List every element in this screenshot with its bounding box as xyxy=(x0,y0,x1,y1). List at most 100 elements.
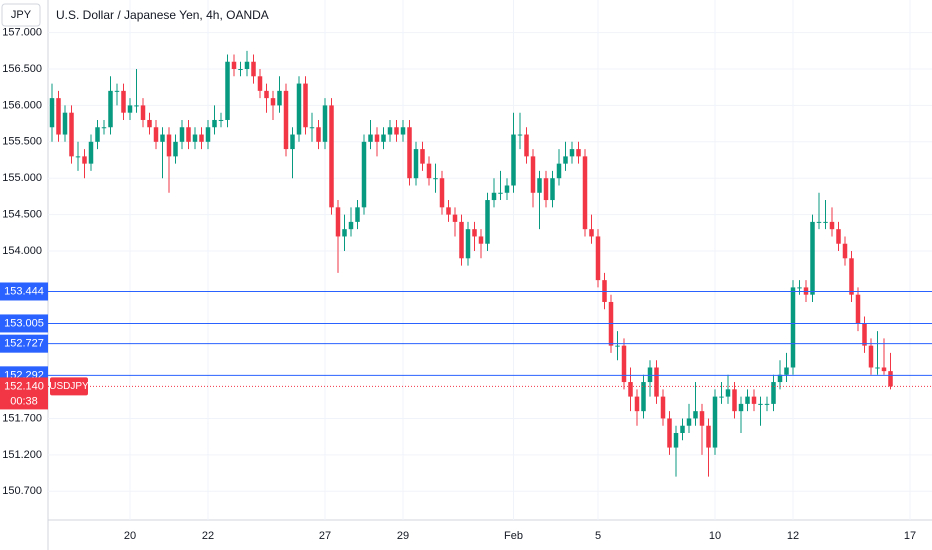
candle-body xyxy=(387,127,393,135)
candle-body xyxy=(114,90,120,92)
candle-body xyxy=(888,371,893,387)
candle-body xyxy=(725,389,731,397)
candle-body xyxy=(205,127,211,142)
x-tick-label: Feb xyxy=(504,530,523,542)
x-tick-label: 10 xyxy=(709,530,721,542)
chart-title: U.S. Dollar / Japanese Yen, 4h, OANDA xyxy=(56,8,269,22)
candle-body xyxy=(407,127,412,179)
candle-body xyxy=(225,61,230,120)
candle-body xyxy=(283,90,289,150)
candle-body xyxy=(537,178,542,193)
candle-body xyxy=(459,221,464,259)
candle-body xyxy=(472,229,477,237)
candle-body xyxy=(485,200,490,244)
candle-body xyxy=(446,207,451,215)
candle-body xyxy=(855,294,861,324)
candle-body xyxy=(550,178,555,201)
candle-body xyxy=(524,134,529,157)
candle-body xyxy=(270,98,276,106)
x-tick-label: 20 xyxy=(124,530,136,542)
candle-body xyxy=(95,127,100,142)
candle-body xyxy=(738,403,744,412)
level-tag xyxy=(0,282,48,301)
candle-body xyxy=(361,141,367,208)
level-label: 153.005 xyxy=(4,317,44,329)
candle-body xyxy=(186,127,191,142)
y-tick-label: 157.000 xyxy=(2,27,42,39)
candle-body xyxy=(647,367,653,383)
candle-body xyxy=(530,156,536,193)
candle-body xyxy=(829,221,835,230)
candle-body xyxy=(810,221,815,295)
candle-body xyxy=(673,433,679,448)
candle-body xyxy=(147,119,152,128)
candle-body xyxy=(140,105,146,120)
candle-body xyxy=(751,396,757,404)
candle-body xyxy=(517,134,523,136)
candle-body xyxy=(790,287,796,368)
y-tick-label: 155.500 xyxy=(2,136,42,148)
candle-body xyxy=(199,134,204,142)
y-tick-label: 151.200 xyxy=(2,449,42,461)
x-tick-label: 29 xyxy=(397,530,409,542)
candle-body xyxy=(452,214,458,222)
candle-body xyxy=(134,105,139,107)
candle-body xyxy=(504,185,510,193)
candle-body xyxy=(641,382,646,412)
candle-body xyxy=(686,418,692,426)
candle-body xyxy=(342,229,347,237)
x-tick-label: 17 xyxy=(904,530,916,542)
candle-body xyxy=(69,112,74,157)
candle-body xyxy=(121,90,126,113)
y-tick-label: 154.000 xyxy=(2,245,42,257)
candle-body xyxy=(849,258,854,295)
candle-body xyxy=(732,389,737,412)
candle-body xyxy=(153,127,159,142)
candle-body xyxy=(433,178,438,180)
candle-body xyxy=(264,90,269,99)
plot-layer xyxy=(48,50,932,477)
candle-body xyxy=(706,425,711,448)
candle-body xyxy=(569,149,575,157)
candle-body xyxy=(758,403,763,405)
candle-body xyxy=(439,178,445,208)
candle-body xyxy=(719,396,724,398)
axis-layer: 157.000 156.500 156.000 155.500 155.000 154.5… xyxy=(0,27,916,542)
candle-body xyxy=(257,76,263,91)
candle-body xyxy=(355,207,360,222)
candle-body xyxy=(348,221,354,230)
candle-body xyxy=(660,396,666,419)
candle-body xyxy=(764,403,770,405)
candle-body xyxy=(563,156,568,164)
candle-body xyxy=(816,221,822,223)
candle-body xyxy=(108,90,113,128)
y-tick-label: 156.000 xyxy=(2,99,42,111)
candle-body xyxy=(192,134,198,142)
candle-body xyxy=(628,382,633,397)
candle-body xyxy=(62,112,68,135)
currency-label: JPY xyxy=(11,9,32,21)
candle-body xyxy=(654,367,659,397)
candle-body xyxy=(329,105,334,208)
level-label: 153.444 xyxy=(4,285,44,297)
candle-body xyxy=(88,141,94,164)
candle-body xyxy=(82,156,87,164)
candle-body xyxy=(862,323,867,346)
candle-body xyxy=(127,105,133,113)
candle-body xyxy=(875,367,880,369)
candle-body xyxy=(218,119,224,121)
candle-body xyxy=(173,141,178,157)
candle-body xyxy=(693,411,698,419)
candle-body xyxy=(179,127,185,142)
y-tick-label: 151.700 xyxy=(2,412,42,424)
currency-button[interactable] xyxy=(1,3,41,27)
candle-body xyxy=(212,119,217,128)
candle-body xyxy=(465,229,471,259)
candle-body xyxy=(745,396,750,404)
candle-body xyxy=(420,149,425,164)
candle-body xyxy=(712,396,718,448)
candle-body xyxy=(511,134,516,186)
candle-body xyxy=(582,156,588,230)
